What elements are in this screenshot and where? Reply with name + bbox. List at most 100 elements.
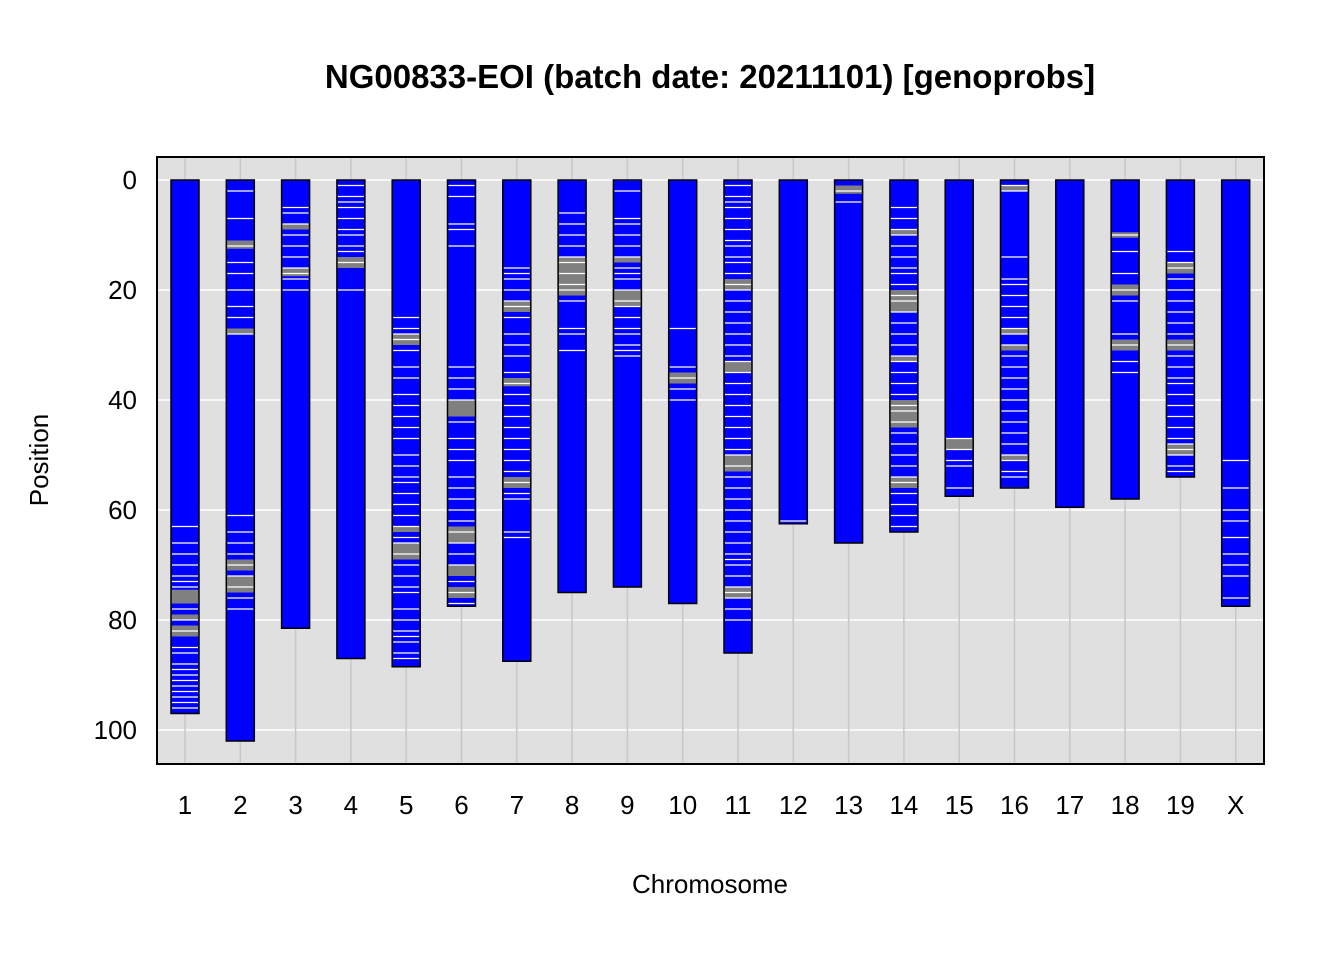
chromosome-bar — [1055, 180, 1084, 508]
plot-frame — [156, 156, 1265, 765]
chromosome-bar — [834, 180, 863, 543]
chromosome-bar — [502, 180, 531, 662]
x-tick-label: 19 — [1166, 790, 1195, 820]
marker-band-gray — [281, 224, 310, 230]
x-tick-layer: 1 2 3 4 5 6 7 8 9 10 11 12 13 14 15 16 17 18 19 X — [178, 790, 1245, 820]
chromosome-bar — [613, 180, 642, 587]
chromosome-17 — [1055, 179, 1085, 508]
marker-band-gray — [392, 543, 421, 560]
chromosome-5 — [391, 179, 421, 668]
chromosome-outline — [1220, 179, 1251, 607]
x-tick-label: 6 — [454, 790, 468, 820]
x-tick-label: 11 — [725, 790, 752, 820]
chromosome-4 — [336, 179, 366, 660]
chromosome-outline — [225, 179, 256, 742]
chromosome-19 — [1165, 179, 1196, 478]
chromosome-bar — [779, 180, 808, 524]
marker-band-gray — [889, 229, 918, 235]
marker-band-gray — [226, 328, 255, 334]
chromosome-bar — [1221, 180, 1250, 607]
chromosome-outline — [999, 179, 1030, 489]
x-tick-label: 4 — [344, 790, 358, 820]
chromosome-bar — [1166, 180, 1195, 477]
y-tick-label: 80 — [108, 605, 137, 635]
marker-band-gray — [1000, 345, 1029, 351]
chromosome-14 — [889, 179, 919, 533]
chromosome-18 — [1110, 179, 1140, 500]
marker-band-gray — [447, 526, 476, 543]
marker-band-gray — [613, 290, 642, 307]
marker-band-gray — [724, 455, 752, 472]
x-axis-label: Chromosome — [632, 869, 788, 899]
chromosome-10 — [667, 179, 698, 605]
chromosome-outline — [778, 179, 809, 525]
marker-band-gray — [613, 257, 642, 263]
chromosome-6 — [446, 179, 477, 607]
marker-band-gray — [226, 576, 255, 593]
y-tick-label: 40 — [108, 385, 137, 415]
chromosome-X — [1220, 179, 1251, 607]
x-tick-label: 7 — [510, 790, 524, 820]
chromosome-bar — [171, 180, 199, 714]
chromosome-15 — [944, 179, 974, 497]
chromosome-11 — [723, 179, 753, 654]
chromosome-outline — [944, 179, 974, 497]
chromosome-7 — [502, 179, 532, 662]
y-tick-label: 100 — [94, 715, 137, 745]
marker-band-gray — [889, 356, 918, 362]
marker-band-gray — [724, 361, 752, 373]
x-tick-label: 5 — [399, 790, 413, 820]
marker-band-gray — [392, 526, 421, 532]
chromosome-16 — [999, 179, 1030, 489]
marker-band-gray — [226, 240, 255, 249]
x-tick-label: 17 — [1055, 790, 1084, 820]
marker-band-gray — [1000, 185, 1029, 191]
x-tick-label: 12 — [779, 790, 808, 820]
chromosome-outline — [336, 179, 366, 660]
x-tick-label: 3 — [288, 790, 302, 820]
x-tick-label: 9 — [620, 790, 634, 820]
chromosome-outline — [446, 179, 477, 607]
chromosome-outline — [1110, 179, 1140, 500]
chromosome-12 — [778, 179, 809, 525]
y-tick-label: 0 — [123, 165, 137, 195]
chromosome-outline — [280, 179, 311, 629]
chromosome-13 — [833, 179, 864, 544]
x-tick-label: 10 — [668, 790, 697, 820]
x-tick-label: 8 — [565, 790, 579, 820]
marker-band-gray — [834, 185, 863, 194]
x-tick-label: X — [1227, 790, 1244, 820]
chromosome-outline — [502, 179, 532, 662]
chromosome-outline — [889, 179, 919, 533]
chromosome-outline — [1165, 179, 1196, 478]
x-tick-label: 1 — [178, 790, 192, 820]
marker-band-gray — [889, 400, 918, 428]
marker-band-gray — [502, 378, 531, 387]
chromosome-bar — [392, 180, 421, 667]
chromosome-bar — [668, 180, 697, 604]
y-tick-layer: 0 20 40 60 80 100 — [94, 165, 137, 745]
marker-band-gray — [171, 614, 199, 620]
x-tick-label: 13 — [834, 790, 863, 820]
chart-title: NG00833-EOI (batch date: 20211101) [geno… — [324, 58, 1096, 95]
y-tick-label: 20 — [108, 275, 137, 305]
x-tick-label: 16 — [1000, 790, 1029, 820]
chromosome-outline — [667, 179, 698, 605]
chromosome-3 — [280, 179, 311, 629]
x-tick-label: 14 — [889, 790, 918, 820]
chromosome-outline — [833, 179, 864, 544]
x-tick-label: 18 — [1111, 790, 1140, 820]
marker-band-gray — [447, 565, 476, 576]
chromosome-layer — [170, 179, 1251, 742]
marker-band-gray — [945, 438, 974, 450]
chromosome-1 — [170, 179, 200, 715]
marker-band-gray — [558, 257, 587, 296]
chromosome-8 — [557, 179, 587, 594]
x-tick-label: 2 — [233, 790, 247, 820]
chromosome-bar — [281, 180, 310, 629]
plot-panel — [157, 157, 1264, 764]
x-tick-label: 15 — [945, 790, 974, 820]
chromosome-outline — [723, 179, 753, 654]
marker-band-gray — [281, 268, 310, 277]
